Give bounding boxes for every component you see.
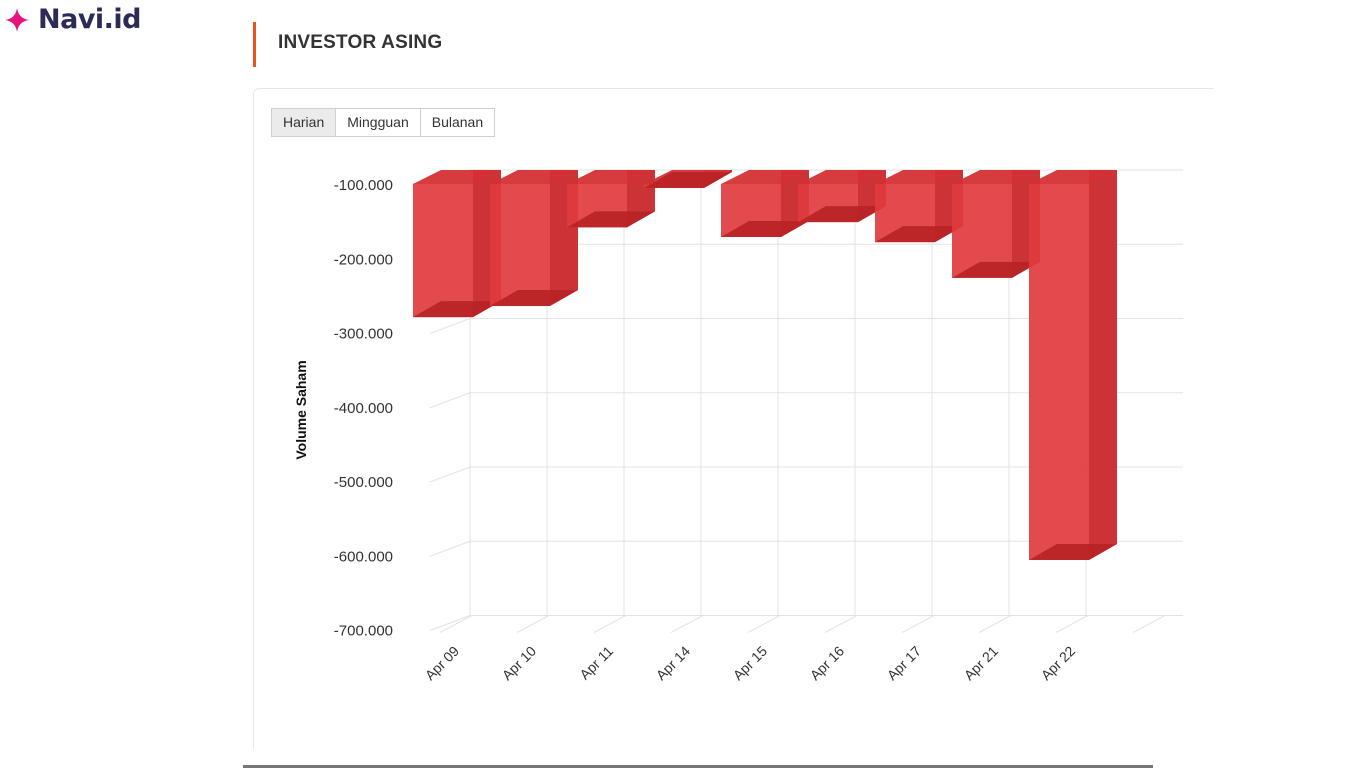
y-tick-label: -100.000 bbox=[334, 177, 393, 194]
bar-top bbox=[721, 170, 809, 184]
bar-bottom bbox=[1029, 543, 1117, 560]
x-tick-label: Apr 09 bbox=[422, 643, 463, 684]
grid-floor-line bbox=[516, 615, 550, 633]
bar-top bbox=[1029, 170, 1117, 184]
bar-top bbox=[490, 170, 578, 184]
page-divider bbox=[243, 765, 1153, 768]
bar-front bbox=[1029, 184, 1089, 560]
y-tick-label: -200.000 bbox=[334, 251, 393, 268]
bar-side bbox=[1089, 170, 1117, 560]
grid-floor-line bbox=[670, 615, 704, 633]
grid-diagonal bbox=[429, 466, 471, 483]
grid-floor-line bbox=[1055, 615, 1089, 633]
bar-top bbox=[798, 170, 886, 184]
period-tabs: Harian Mingguan Bulanan bbox=[271, 108, 496, 137]
bar bbox=[952, 170, 1040, 278]
grid-floor-line bbox=[593, 615, 627, 633]
bar-top bbox=[875, 170, 963, 184]
grid-diagonal bbox=[429, 615, 471, 631]
grid-floor-line bbox=[824, 615, 858, 633]
tab-harian[interactable]: Harian bbox=[272, 109, 336, 136]
bar bbox=[644, 170, 732, 188]
grid-diagonal bbox=[429, 540, 471, 557]
x-tick-label: Apr 22 bbox=[1038, 643, 1079, 684]
x-tick-label: Apr 21 bbox=[961, 643, 1002, 684]
bar bbox=[1029, 170, 1117, 560]
grid-floor-line bbox=[901, 615, 935, 633]
y-tick-label: -700.000 bbox=[334, 623, 393, 640]
y-tick-label: -600.000 bbox=[334, 548, 393, 565]
y-tick-label: -400.000 bbox=[334, 400, 393, 417]
x-tick-label: Apr 15 bbox=[730, 643, 771, 684]
x-tick-label: Apr 11 bbox=[576, 643, 616, 683]
y-axis: -100.000 -200.000 -300.000 -400.000 -500.000… bbox=[334, 177, 393, 640]
grid-diagonal bbox=[429, 318, 471, 334]
bar-bottom bbox=[413, 301, 501, 318]
x-tick-label: Apr 14 bbox=[653, 643, 694, 684]
bar bbox=[875, 170, 963, 243]
bar bbox=[490, 170, 578, 307]
bar-bottom bbox=[644, 171, 732, 188]
y-tick-label: -300.000 bbox=[334, 326, 393, 343]
x-tick-label: Apr 16 bbox=[807, 643, 848, 684]
brand-name: Navi.id bbox=[38, 4, 142, 35]
bar-top bbox=[952, 170, 1040, 184]
bar-bottom bbox=[875, 226, 963, 243]
bar-front bbox=[413, 184, 473, 318]
grid-floor-line bbox=[1132, 615, 1166, 633]
grid-floor-line bbox=[978, 615, 1012, 633]
x-tick-label: Apr 17 bbox=[884, 643, 925, 684]
sparkle-icon bbox=[5, 7, 29, 32]
bar-top bbox=[567, 170, 655, 184]
bar-bottom bbox=[490, 290, 578, 307]
grid-diagonal bbox=[429, 392, 471, 409]
bar-front bbox=[490, 184, 550, 307]
bar-bottom bbox=[952, 261, 1040, 278]
x-tick-label: Apr 10 bbox=[499, 643, 540, 684]
section-header: INVESTOR ASING bbox=[253, 22, 442, 67]
grid-floor-line bbox=[747, 615, 781, 633]
bar-bottom bbox=[567, 211, 655, 228]
y-tick-label: -500.000 bbox=[334, 474, 393, 491]
bar-bottom bbox=[721, 220, 809, 237]
bar bbox=[413, 170, 501, 318]
bar bbox=[798, 170, 886, 223]
grid-floor-line bbox=[439, 615, 473, 633]
bars bbox=[413, 170, 1117, 560]
chart-card bbox=[253, 88, 1214, 749]
bar-bottom bbox=[798, 206, 886, 223]
tab-bulanan[interactable]: Bulanan bbox=[419, 109, 495, 136]
brand-logo[interactable]: Navi.id bbox=[4, 4, 142, 35]
tab-mingguan[interactable]: Mingguan bbox=[335, 109, 420, 136]
x-axis: Apr 09 Apr 10 Apr 11 Apr 14 Apr 15 Apr 16 Apr … bbox=[422, 643, 1079, 684]
y-axis-title: Volume Saham bbox=[293, 360, 309, 459]
bar bbox=[567, 170, 655, 228]
bar-top bbox=[413, 170, 501, 184]
section-title: INVESTOR ASING bbox=[278, 32, 443, 53]
bar bbox=[721, 170, 809, 237]
